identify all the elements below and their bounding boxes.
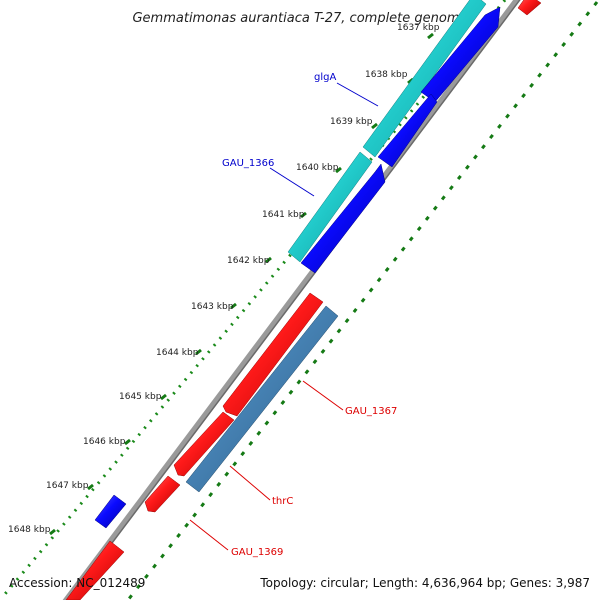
tick-mark: [335, 166, 342, 174]
tick-mark: [49, 528, 56, 536]
outer-dotted-ring: [3, 0, 507, 595]
accession-text: Accession: NC_012489: [9, 576, 145, 590]
backbone-ring: [62, 0, 520, 600]
tick-mark: [195, 348, 202, 356]
cds-glgA-part[interactable]: [377, 93, 438, 168]
tick-mark: [300, 211, 307, 219]
gene-label-glgA[interactable]: glgA: [314, 72, 336, 83]
tick-label: 1647 kbp: [46, 481, 89, 491]
tick-label: 1643 kbp: [191, 302, 234, 312]
gene-label-GAU_1367[interactable]: GAU_1367: [345, 406, 397, 417]
tick-mark: [427, 32, 434, 40]
gene-label-GAU_1369[interactable]: GAU_1369: [231, 547, 283, 558]
gene-label-GAU_1366[interactable]: GAU_1366: [222, 158, 274, 169]
gene-label-thrC[interactable]: thrC: [272, 496, 293, 507]
leader-GAU_1369: [189, 519, 229, 551]
tick-mark: [265, 256, 272, 264]
tick-mark: [124, 438, 131, 446]
cds-arrow-top[interactable]: [517, 0, 542, 16]
gene-labels: glgA GAU_1366 GAU_1367 thrC GAU_1369: [222, 72, 397, 558]
leader-GAU_1366: [269, 167, 315, 197]
gene-glgA[interactable]: [362, 0, 487, 158]
cds-GAU_1369[interactable]: [144, 475, 181, 513]
cds-thrC[interactable]: [173, 411, 235, 477]
tick-label: 1640 kbp: [296, 163, 339, 173]
tick-marks: [49, 32, 434, 536]
tick-mark: [371, 122, 378, 130]
gene-features: [65, 0, 542, 600]
tick-label: 1638 kbp: [365, 70, 408, 80]
gene-leader-lines: [189, 82, 379, 551]
cds-bottom-fragment[interactable]: [65, 540, 125, 600]
cds-glgA[interactable]: [420, 6, 501, 103]
inner-dashed-ring: [126, 1, 599, 600]
backbone-ring-shadow: [68, 0, 521, 600]
gene-GAU_1366[interactable]: [287, 151, 373, 263]
tick-label: 1645 kbp: [119, 392, 162, 402]
leader-thrC: [229, 465, 271, 501]
leader-glgA: [336, 82, 379, 107]
map-title: Gemmatimonas aurantiaca T-27, complete g…: [132, 11, 467, 26]
tick-mark: [160, 393, 167, 401]
tick-label: 1639 kbp: [330, 117, 373, 127]
tick-label: 1644 kbp: [156, 348, 199, 358]
tick-label: 1642 kbp: [227, 256, 270, 266]
tick-label: 1641 kbp: [262, 210, 305, 220]
gene-GAU_1367-thrC[interactable]: [185, 305, 339, 493]
tick-label: 1637 kbp: [397, 23, 440, 33]
tick-label: 1646 kbp: [83, 437, 126, 447]
cds-GAU_1366[interactable]: [300, 163, 386, 274]
tick-mark: [230, 302, 237, 310]
tick-label: 1648 kbp: [8, 525, 51, 535]
cds-left-fragment[interactable]: [94, 494, 127, 529]
tick-labels: 1637 kbp 1638 kbp 1639 kbp 1640 kbp 1641…: [8, 23, 440, 535]
genome-summary-text: Topology: circular; Length: 4,636,964 bp…: [259, 576, 590, 590]
leader-GAU_1367: [302, 380, 344, 411]
tick-mark: [87, 483, 94, 491]
cds-GAU_1367[interactable]: [222, 292, 324, 417]
